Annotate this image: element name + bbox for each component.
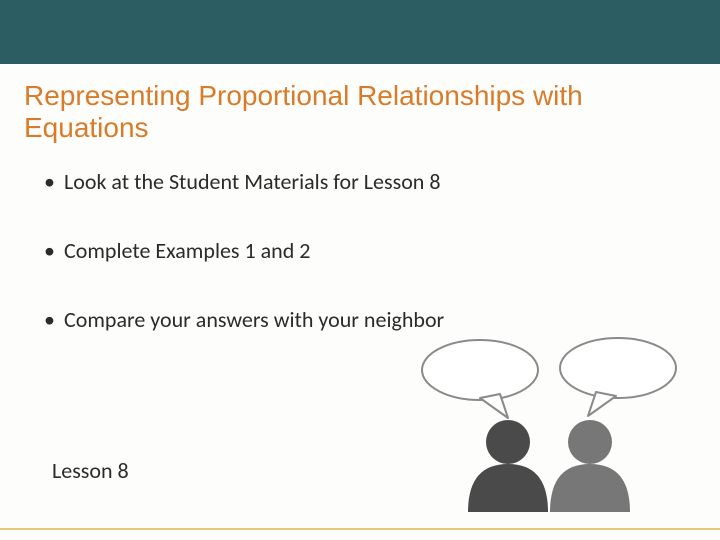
list-item: Compare your answers with your neighbor [40,306,680,333]
bottom-accent-line [0,528,720,530]
list-item: Complete Examples 1 and 2 [40,237,680,264]
person-head-icon [486,420,530,464]
discussion-figure [390,332,690,512]
speech-bubble-icon [422,340,538,400]
bullet-list: Look at the Student Materials for Lesson… [0,168,720,333]
slide: Representing Proportional Relationships … [0,0,720,540]
list-item: Look at the Student Materials for Lesson… [40,168,680,195]
person-body-icon [550,464,630,512]
slide-title: Representing Proportional Relationships … [0,80,720,144]
person-body-icon [468,464,548,512]
speech-bubble-icon [560,338,676,398]
people-talking-icon [390,332,690,512]
top-bar [0,0,720,64]
person-head-icon [568,420,612,464]
footer-label: Lesson 8 [52,457,129,484]
